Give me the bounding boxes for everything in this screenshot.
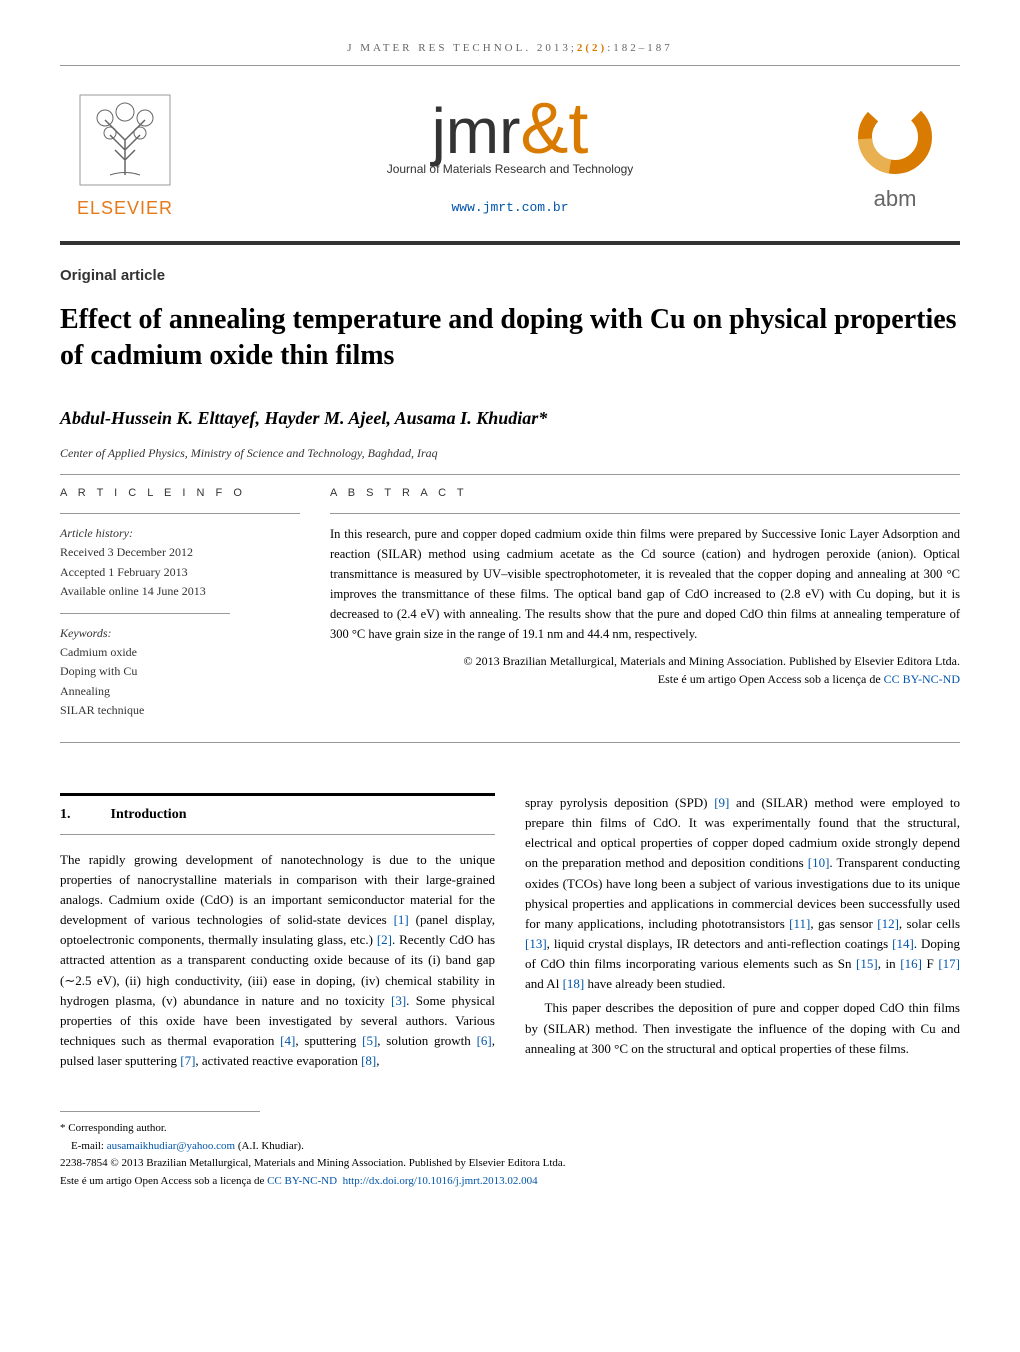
online-date: Available online 14 June 2013 [60, 582, 300, 601]
section-1-heading: 1. Introduction [60, 793, 495, 835]
info-divider [60, 613, 230, 614]
ref-link[interactable]: [17] [938, 956, 960, 971]
footer-rule [60, 1111, 260, 1112]
logos-row: ELSEVIER jmr&t Journal of Materials Rese… [60, 86, 960, 226]
article-type-label: Original article [60, 265, 960, 288]
issn-line: 2238-7854 © 2013 Brazilian Metallurgical… [60, 1155, 960, 1173]
ref-link[interactable]: [18] [563, 976, 585, 991]
intro-paragraph-1: The rapidly growing development of nanot… [60, 850, 495, 1072]
keyword: SILAR technique [60, 701, 300, 720]
corresponding-author: * Corresponding author. [60, 1120, 960, 1138]
elsevier-text: ELSEVIER [77, 195, 173, 222]
abm-text: abm [874, 182, 917, 215]
keywords-block: Keywords: Cadmium oxide Doping with Cu A… [60, 624, 300, 720]
keyword: Annealing [60, 682, 300, 701]
body-columns: 1. Introduction The rapidly growing deve… [60, 793, 960, 1071]
ref-link[interactable]: [1] [394, 912, 409, 927]
article-info-heading: A R T I C L E I N F O [60, 485, 300, 502]
info-abstract-row: A R T I C L E I N F O Article history: R… [60, 485, 960, 732]
footer: * Corresponding author. E-mail: ausamaik… [60, 1111, 960, 1190]
info-rule [60, 513, 300, 514]
ref-link[interactable]: [9] [714, 795, 729, 810]
received-date: Received 3 December 2012 [60, 543, 300, 562]
jmrt-wordmark: jmr&t [432, 93, 589, 165]
ref-link[interactable]: [15] [856, 956, 878, 971]
intro-paragraph-1-cont: spray pyrolysis deposition (SPD) [9] and… [525, 793, 960, 994]
ref-link[interactable]: [2] [377, 932, 392, 947]
section-number: 1. [60, 804, 71, 826]
header-rule [60, 65, 960, 66]
abstract-column: A B S T R A C T In this research, pure a… [330, 485, 960, 732]
cc-license-link[interactable]: CC BY-NC-ND [267, 1175, 337, 1187]
history-label: Article history: [60, 524, 300, 543]
ref-link[interactable]: [7] [180, 1053, 195, 1068]
body-col-left: 1. Introduction The rapidly growing deve… [60, 793, 495, 1071]
ref-link[interactable]: [10] [808, 855, 830, 870]
ref-link[interactable]: [5] [362, 1033, 377, 1048]
affiliation: Center of Applied Physics, Ministry of S… [60, 444, 960, 462]
jmrt-logo-block: jmr&t Journal of Materials Research and … [190, 93, 830, 218]
license-doi-line: Este é um artigo Open Access sob a licen… [60, 1173, 960, 1191]
keyword: Cadmium oxide [60, 643, 300, 662]
ref-link[interactable]: [12] [877, 916, 899, 931]
thin-rule-1 [60, 474, 960, 475]
intro-paragraph-2: This paper describes the deposition of p… [525, 998, 960, 1058]
ref-link[interactable]: [11] [789, 916, 810, 931]
ref-link[interactable]: [3] [391, 993, 406, 1008]
keyword: Doping with Cu [60, 662, 300, 681]
cc-license-link[interactable]: CC BY-NC-ND [884, 672, 960, 686]
authors: Abdul-Hussein K. Elttayef, Hayder M. Aje… [60, 405, 960, 432]
keywords-label: Keywords: [60, 624, 300, 643]
abm-ring-icon [855, 97, 935, 177]
ref-link[interactable]: [13] [525, 936, 547, 951]
jmrt-subtitle: Journal of Materials Research and Techno… [387, 160, 634, 178]
email-line: E-mail: ausamaikhudiar@yahoo.com (A.I. K… [60, 1138, 960, 1156]
body-col-right: spray pyrolysis deposition (SPD) [9] and… [525, 793, 960, 1071]
elsevier-logo: ELSEVIER [60, 86, 190, 226]
ref-link[interactable]: [14] [892, 936, 914, 951]
thick-rule [60, 241, 960, 245]
jmrt-url[interactable]: www.jmrt.com.br [451, 198, 568, 218]
elsevier-tree-icon [75, 90, 175, 190]
abm-logo: abm [830, 96, 960, 216]
section-title: Introduction [111, 804, 187, 826]
abstract-rule [330, 513, 960, 514]
abstract-text: In this research, pure and copper doped … [330, 524, 960, 644]
doi-link[interactable]: http://dx.doi.org/10.1016/j.jmrt.2013.02… [343, 1175, 538, 1187]
accepted-date: Accepted 1 February 2013 [60, 563, 300, 582]
ref-link[interactable]: [6] [477, 1033, 492, 1048]
ref-link[interactable]: [16] [900, 956, 922, 971]
email-link[interactable]: ausamaikhudiar@yahoo.com [107, 1140, 235, 1152]
ref-link[interactable]: [8] [361, 1053, 376, 1068]
abstract-heading: A B S T R A C T [330, 485, 960, 502]
running-header: J MATER RES TECHNOL. 2013;2(2):182–187 [60, 40, 960, 57]
article-history: Article history: Received 3 December 201… [60, 524, 300, 601]
article-info-column: A R T I C L E I N F O Article history: R… [60, 485, 300, 732]
ref-link[interactable]: [4] [280, 1033, 295, 1048]
thin-rule-2 [60, 742, 960, 743]
paper-title: Effect of annealing temperature and dopi… [60, 302, 960, 375]
copyright-line: © 2013 Brazilian Metallurgical, Material… [330, 652, 960, 688]
